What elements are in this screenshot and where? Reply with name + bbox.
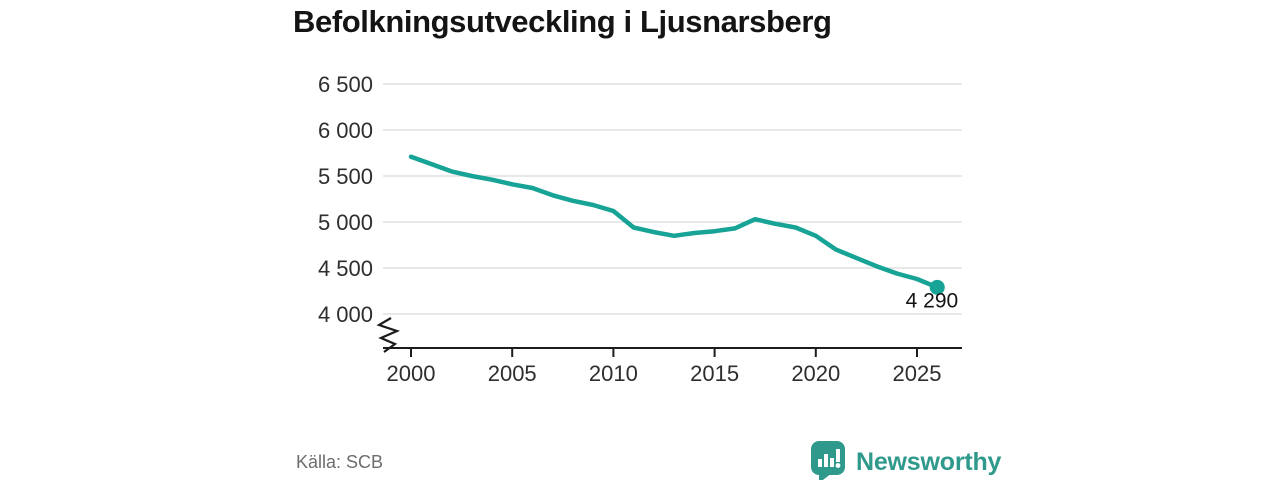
axis-break-icon [376,317,401,353]
y-tick-label: 4 000 [318,302,373,327]
y-tick-label: 6 500 [318,72,373,97]
y-tick-label: 5 000 [318,210,373,235]
y-tick-label: 6 000 [318,118,373,143]
x-tick-label: 2010 [589,361,638,386]
y-tick-label: 4 500 [318,256,373,281]
end-value-label: 4 290 [906,289,959,312]
x-tick-label: 2015 [690,361,739,386]
x-tick-label: 2025 [893,361,942,386]
x-tick-label: 2000 [387,361,436,386]
population-line [408,154,940,290]
y-tick-label: 5 500 [318,164,373,189]
x-tick-label: 2005 [488,361,537,386]
newsworthy-logo: Newsworthy [810,440,1001,480]
newsworthy-logo-text: Newsworthy [856,447,1002,476]
chart-title: Befolkningsutveckling i Ljusnarsberg [293,4,832,39]
end-point-marker [929,279,945,295]
x-tick-label: 2020 [791,361,840,386]
source-label: Källa: SCB [296,452,384,472]
newsworthy-logo-icon [811,441,845,480]
